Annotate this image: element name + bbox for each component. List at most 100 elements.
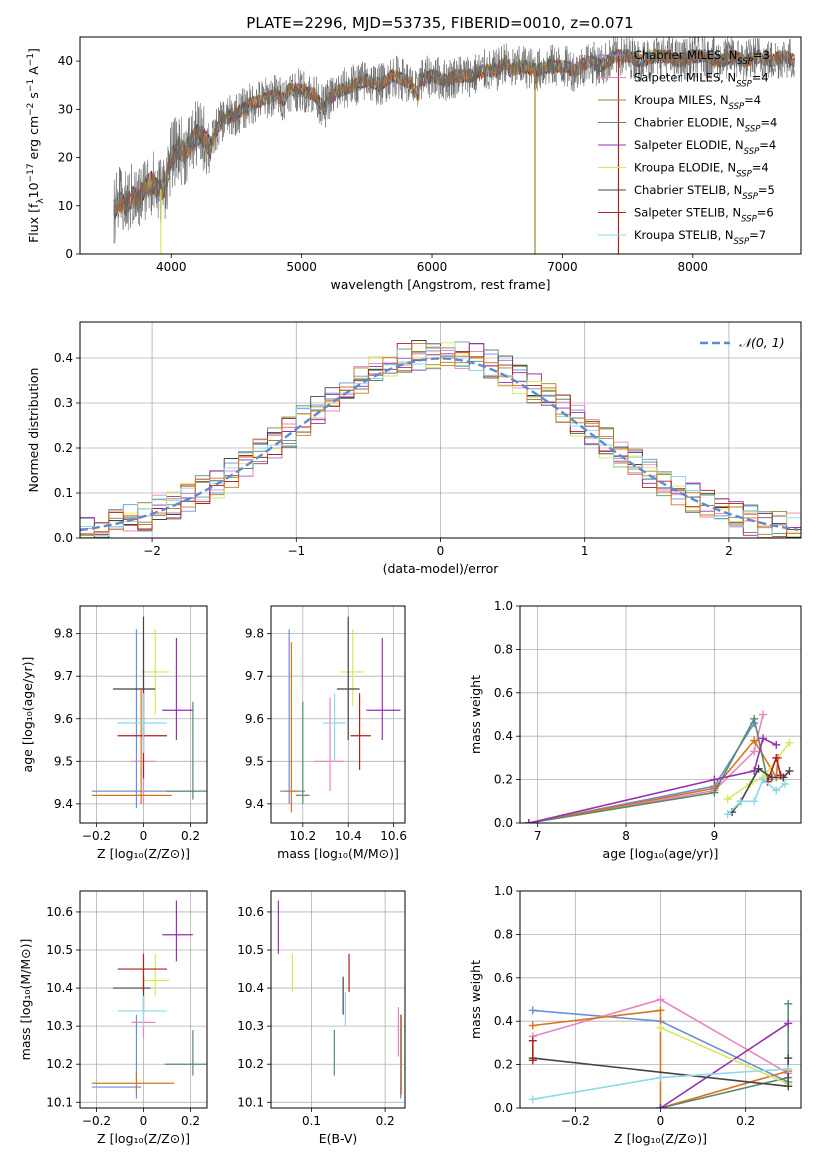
- weight-line: [528, 716, 769, 823]
- panel-mass-vs-EBV: 0.1 0.2 10.1 10.2 10.3 10.4 10.5 10.6 E(B-V): [237, 890, 406, 1146]
- x-tick-label: 2: [725, 544, 733, 558]
- legend-label: Salpeter ELODIE, NSSP=4: [634, 138, 776, 157]
- normal-curve: [80, 357, 799, 532]
- x-tick-label: 10.4: [335, 829, 362, 843]
- y-axis-label-part: −1: [26, 53, 36, 66]
- weight-line: [528, 737, 777, 823]
- axes-frame: [270, 605, 406, 824]
- y-tick-label: 10.1: [237, 1095, 264, 1109]
- x-tick-label: 7000: [547, 260, 578, 274]
- x-tick-label: 8: [622, 829, 630, 843]
- legend-label-tail: =3: [753, 48, 770, 62]
- errorbar-point-4: [162, 900, 193, 962]
- panel-age-vs-mass: 10.2 10.4 10.6 9.4 9.5 9.6 9.7 9.8 mass [log₁₀(M…: [245, 605, 407, 861]
- weight-series-4: [524, 734, 781, 823]
- weight-series-2: [528, 1006, 793, 1108]
- x-tick-label: 0.2: [376, 1114, 395, 1128]
- errorbar-point-7: [117, 953, 168, 992]
- x-tick-label: 0: [437, 544, 445, 558]
- panel-mass-weight-vs-Z: −0.2 0 0.2 0.0 0.2 0.4 0.6 0.8 1.0 Z [log₁₀(Z/Z⊙)…: [468, 884, 802, 1146]
- legend-label-tail: =5: [758, 183, 775, 197]
- legend-label-base: Kroupa STELIB, N: [634, 228, 734, 242]
- legend-label: Salpeter MILES, NSSP=4: [634, 71, 769, 90]
- plot-panels: 4000 5000 6000 7000 8000010203040wavelength …: [18, 36, 802, 1146]
- legend-label-sub: SSP: [741, 215, 757, 225]
- y-tick-label: 0.4: [494, 729, 513, 743]
- weight-line: [528, 722, 755, 823]
- legend-label-base: Salpeter MILES, N: [634, 71, 736, 85]
- weight-series-7: [528, 1036, 537, 1065]
- legend-label: Salpeter STELIB, NSSP=6: [634, 206, 774, 225]
- weight-line: [528, 739, 779, 823]
- weight-line: [660, 1026, 789, 1085]
- observed-spectrum: [113, 37, 795, 244]
- y-axis-label-part: λ: [36, 198, 46, 204]
- legend-label-base: Chabrier ELODIE, N: [634, 116, 745, 130]
- y-tick-label: 0.0: [54, 531, 73, 545]
- x-axis-label: E(B-V): [319, 1131, 358, 1146]
- y-tick-label: 9.8: [245, 627, 264, 641]
- legend-label-sub: SSP: [729, 102, 745, 112]
- x-axis-label: Z [log₁₀(Z/Z⊙)]: [614, 1131, 707, 1146]
- x-tick-label: 0: [140, 829, 148, 843]
- axes-frame: [519, 890, 802, 1109]
- y-tick-label: 9.7: [245, 669, 264, 683]
- y-tick-label: 10.2: [46, 1057, 73, 1071]
- errorbar-point-8: [323, 693, 346, 762]
- legend-label-sub: SSP: [742, 192, 758, 202]
- y-axis-label-part: Flux [f: [26, 203, 41, 243]
- legend-label-base: Kroupa ELODIE, N: [634, 161, 736, 175]
- errorbar-point-7: [117, 688, 168, 779]
- y-tick-label: 0: [65, 247, 73, 261]
- y-tick-label: 10.4: [46, 981, 73, 995]
- y-tick-label: 10.6: [237, 905, 264, 919]
- y-tick-label: 30: [58, 102, 73, 116]
- y-axis-label-part: erg cm: [26, 116, 41, 164]
- weight-series-0: [524, 719, 759, 823]
- axes-frame: [79, 36, 802, 255]
- legend-label: Kroupa STELIB, NSSP=7: [634, 228, 766, 247]
- axes-frame: [79, 321, 802, 539]
- x-tick-label: 10.6: [380, 829, 407, 843]
- y-tick-label: 0.3: [54, 396, 73, 410]
- axes-frame: [79, 605, 208, 824]
- y-axis-label: mass [log₁₀(M/M⊙)]: [18, 939, 33, 1061]
- errorbar-point-3: [164, 1029, 207, 1076]
- y-tick-label: 0.0: [494, 1101, 513, 1115]
- y-tick-label: 0.2: [54, 441, 73, 455]
- legend-label-sub: SSP: [737, 57, 753, 67]
- plot-content: [113, 37, 795, 254]
- x-axis-label: (data-model)/error: [383, 561, 500, 576]
- errorbar-point-8: [117, 995, 168, 1027]
- x-tick-label: 4000: [156, 260, 187, 274]
- y-axis-label-part: −1: [26, 79, 36, 92]
- errorbar-point-5: [341, 629, 365, 706]
- x-tick-label: 0: [140, 1114, 148, 1128]
- x-tick-label: 7: [534, 829, 542, 843]
- plot-content: [524, 710, 794, 823]
- weight-series-7: [763, 753, 785, 786]
- x-tick-label: 6000: [417, 260, 448, 274]
- y-tick-label: 10.1: [46, 1095, 73, 1109]
- y-axis-label-part: s: [26, 92, 41, 103]
- y-axis-label: Flux [fλ10−17 erg cm−2 s−1 A−1]: [26, 48, 46, 243]
- weight-line: [532, 1009, 789, 1108]
- weight-line: [660, 1022, 789, 1108]
- y-axis-label-part: ]: [26, 48, 41, 53]
- plot-content: [91, 616, 207, 809]
- y-tick-label: 0.2: [494, 773, 513, 787]
- y-axis-label-part: −2: [26, 103, 36, 116]
- y-tick-label: 9.6: [245, 712, 264, 726]
- legend-label-tail: =7: [749, 228, 766, 242]
- x-axis-label: age [log₁₀(age/yr)]: [603, 846, 719, 861]
- errorbar-point-3: [167, 701, 207, 800]
- legend-label-tail: =4: [760, 116, 777, 130]
- plot-content: [277, 900, 402, 1099]
- y-axis-label: age [log₁₀(age/yr)]: [20, 657, 35, 773]
- y-tick-label: 10.4: [237, 981, 264, 995]
- legend-label: Kroupa MILES, NSSP=4: [634, 93, 761, 112]
- x-tick-label: 0: [657, 1114, 665, 1128]
- y-tick-label: 0.1: [54, 486, 73, 500]
- x-tick-label: −0.2: [82, 1114, 111, 1128]
- errorbar-point-8: [117, 693, 168, 753]
